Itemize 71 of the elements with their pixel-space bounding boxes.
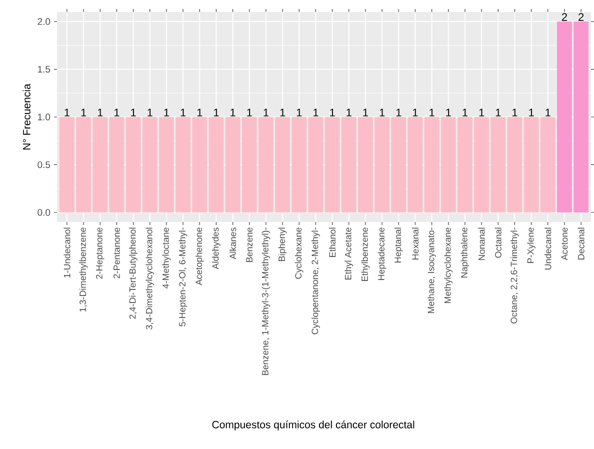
x-tick-label: Heptadecane (378, 228, 386, 280)
y-tick-label: 0.0 (38, 209, 50, 216)
x-tick-label: Cyclopentanone, 2-Methyl- (312, 228, 320, 334)
data-label: 1 (380, 108, 385, 116)
data-label: 1 (479, 108, 484, 116)
x-tick-label: Hexanal (412, 228, 419, 260)
x-tick-label: 2,4-Di-Tert-Butylphenol (129, 228, 138, 319)
data-label: 1 (280, 108, 286, 116)
data-label: 1 (296, 108, 302, 116)
x-tick-label: Nonanal (478, 228, 485, 260)
data-label: 1 (148, 108, 152, 116)
data-label: 1 (313, 108, 318, 116)
x-tick-label: 2-Heptanone (96, 228, 104, 279)
y-tick-label: 1.0 (38, 114, 50, 120)
data-label: 1 (363, 108, 368, 116)
x-tick-label: 1-Undecanol (64, 228, 70, 278)
data-label: 1 (496, 108, 501, 116)
x-tick-label: Ethylbenzene (361, 228, 370, 281)
data-label: 1 (247, 108, 252, 116)
data-label: 1 (546, 108, 550, 116)
x-tick-label: Acetophenone (195, 228, 204, 286)
data-label: 1 (330, 108, 335, 116)
x-tick-label: Benzene (246, 228, 253, 262)
data-label: 1 (462, 108, 468, 116)
x-tick-label: Alkanes (229, 228, 236, 260)
x-tick-label: 5-Hepten-2-Ol, 6-Methyl- (178, 228, 188, 326)
data-label: 1 (197, 108, 202, 116)
x-tick-label: Undecanal (544, 228, 552, 270)
x-tick-label: Octane, 2,2,6-Trimethyl- (510, 228, 519, 324)
data-label: 1 (346, 108, 352, 116)
y-tick-label: 1.5 (38, 66, 50, 73)
data-label: 1 (430, 108, 434, 116)
x-tick-label: Cyclohexane (294, 228, 304, 279)
y-tick-label: 2.0 (38, 18, 50, 25)
data-label: 1 (412, 108, 418, 116)
data-label: 1 (98, 108, 103, 116)
x-tick-label: Ethyl Acetate (344, 228, 354, 280)
data-label: 1 (230, 108, 236, 116)
x-axis-title: Compuestos químicos del cáncer colorectal (212, 420, 414, 430)
x-tick-label: Decanal (578, 228, 584, 260)
x-tick-label: Methane, Isocyanato- (428, 228, 436, 313)
y-tick-label: 0.5 (38, 161, 50, 168)
x-tick-label: Ethanol (328, 228, 336, 257)
y-axis-title: N° Frecuencia (22, 84, 30, 150)
x-tick-label: Biphenyl (278, 228, 287, 261)
data-label: 1 (512, 108, 518, 116)
data-label: 1 (114, 108, 120, 116)
data-label: 1 (529, 108, 534, 116)
x-tick-label: 4-Methyloctane (162, 228, 171, 289)
data-label: 1 (396, 108, 402, 116)
x-tick-label: 1,3-Dimethylbenzene (79, 228, 88, 312)
x-tick-label: 2-Pentanone (114, 228, 120, 278)
data-label: 1 (446, 108, 451, 116)
x-tick-label: 3,4-Dimethylcyclohexanol (146, 228, 154, 330)
x-tick-label: Octanal (494, 228, 502, 258)
x-tick-label: P-Xylene (527, 228, 536, 263)
x-tick-label: Benzene, 1-Methyl-3-(1-Methylethyl)- (262, 228, 270, 376)
data-label: 1 (214, 108, 219, 116)
data-label: 1 (131, 108, 136, 116)
data-label: 1 (81, 108, 86, 116)
data-label: 2 (562, 13, 567, 21)
x-tick-label: Heptanal (394, 228, 403, 262)
data-label: 2 (578, 13, 584, 21)
x-tick-label: Naphthalene (460, 228, 470, 278)
x-tick-label: Acetone (561, 228, 568, 260)
data-label: 1 (164, 108, 169, 116)
x-tick-label: Methylcyclohexane (444, 228, 453, 303)
data-label: 1 (264, 108, 268, 116)
data-label: 1 (64, 108, 70, 116)
x-tick-label: Aldehydes (212, 228, 220, 270)
data-label: 1 (180, 108, 186, 116)
